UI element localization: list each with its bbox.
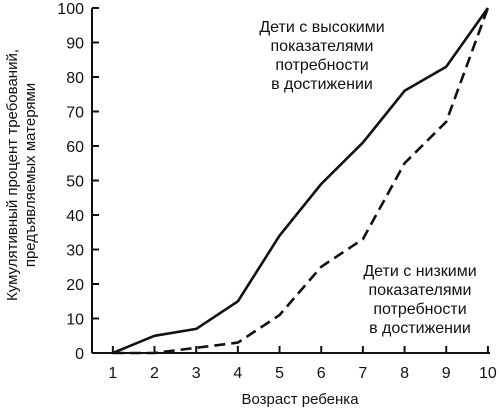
y-tick-label: 0: [75, 346, 84, 363]
x-axis-title: Возраст ребенка: [241, 391, 359, 408]
y-tick-label: 100: [57, 1, 84, 18]
x-tick-label: 7: [358, 365, 367, 382]
annotation-low: Дети с низкими показателями потребности в д…: [363, 263, 476, 337]
annotation-line: показателями: [369, 282, 472, 299]
y-axis-title-line-2: предъявляемых матерями: [22, 83, 39, 267]
annotation-high: Дети с высокими показателями потребности в …: [259, 19, 384, 93]
y-tick-label: 60: [66, 139, 84, 156]
annotation-line: в достижении: [271, 76, 373, 93]
x-ticks: 1 2 3 4 5 6 7 8 9 10: [108, 346, 497, 382]
x-tick-label: 8: [400, 365, 409, 382]
annotation-line: в достижении: [369, 320, 471, 337]
annotation-line: Дети с высокими: [259, 19, 384, 36]
y-tick-label: 50: [66, 174, 84, 191]
x-tick-label: 9: [442, 365, 451, 382]
y-axis-title: Кумулятивный процент требований, предъяв…: [4, 49, 39, 301]
annotation-line: потребности: [275, 57, 368, 74]
x-tick-label: 3: [192, 365, 201, 382]
annotation-line: потребности: [373, 301, 466, 318]
annotation-line: показателями: [271, 38, 374, 55]
y-tick-label: 70: [66, 105, 84, 122]
y-tick-label: 90: [66, 36, 84, 53]
x-tick-label: 1: [108, 365, 117, 382]
y-tick-label: 10: [66, 312, 84, 329]
x-tick-label: 6: [317, 365, 326, 382]
annotation-line: Дети с низкими: [363, 263, 476, 280]
y-ticks: 0 10 20 30 40 50 60 70 80 90 100: [57, 1, 99, 363]
x-tick-label: 5: [275, 365, 284, 382]
y-tick-label: 80: [66, 70, 84, 87]
y-tick-label: 30: [66, 243, 84, 260]
annotations: Дети с высокими показателями потребности в …: [259, 19, 476, 337]
y-tick-label: 20: [66, 277, 84, 294]
series-line-low: [112, 7, 490, 355]
x-tick-label: 10: [479, 365, 497, 382]
x-tick-label: 4: [233, 365, 242, 382]
series-line-high: [112, 7, 489, 355]
y-axis-title-line-1: Кумулятивный процент требований,: [4, 49, 21, 301]
y-tick-label: 40: [66, 208, 84, 225]
series: [112, 7, 490, 355]
x-tick-label: 2: [150, 365, 159, 382]
